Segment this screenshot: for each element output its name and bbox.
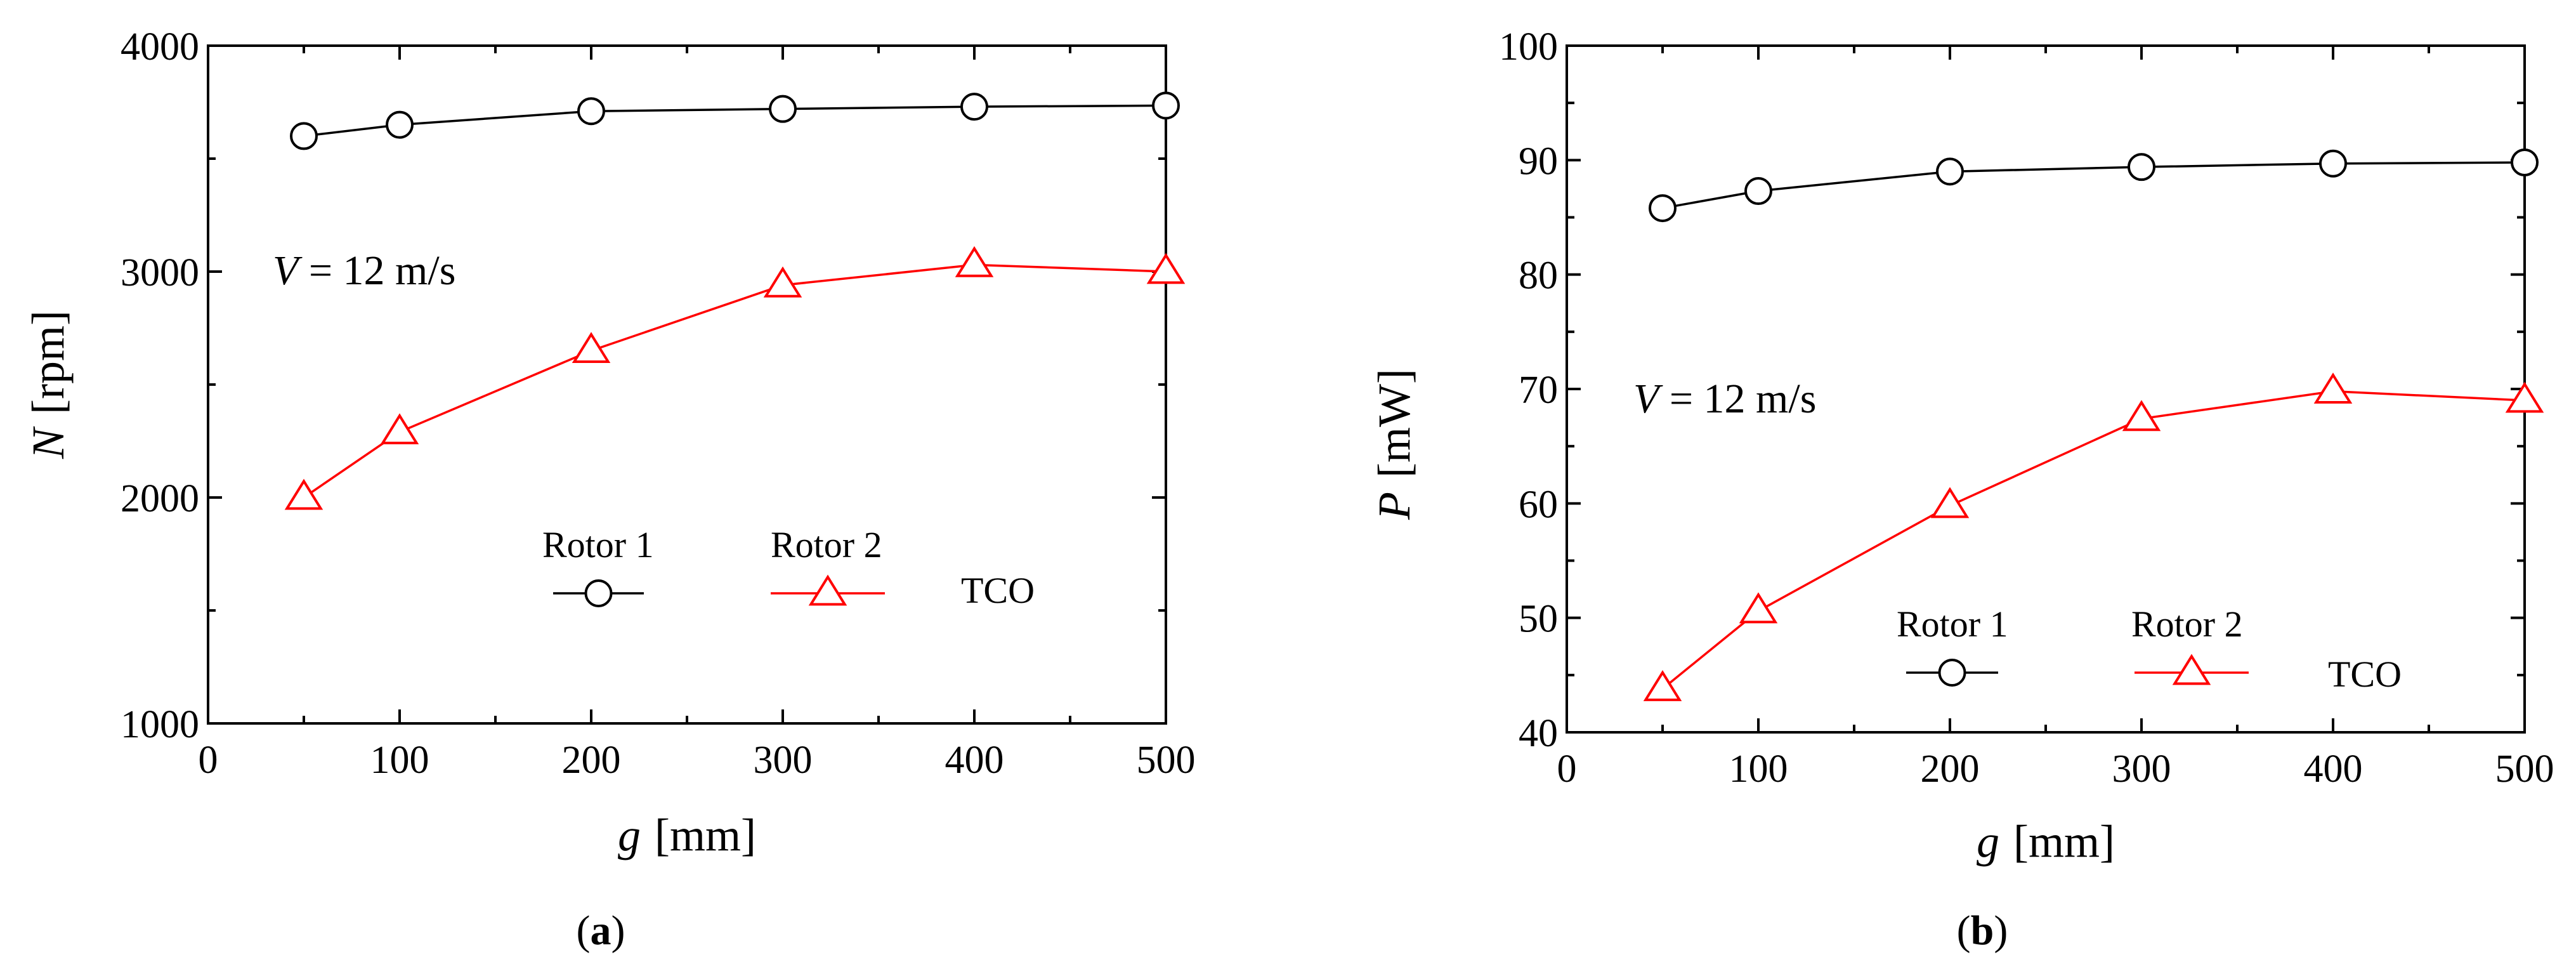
x-tick-label: 400 bbox=[2304, 748, 2363, 791]
plot-frame bbox=[207, 44, 1167, 725]
legend-title: TCO bbox=[2328, 654, 2402, 695]
data-point-circle bbox=[2511, 148, 2539, 176]
panel-b: 0 100 200 300 400 500 40 50 60 70 80 90 100 g [mm] P [mW… bbox=[1369, 25, 2554, 954]
data-point-triangle bbox=[572, 332, 611, 363]
data-point-triangle bbox=[955, 246, 994, 277]
x-axis-var: g bbox=[618, 810, 641, 860]
velocity-annotation: V = 12 m/s bbox=[1633, 376, 1816, 422]
legend-label-2: Rotor 2 bbox=[771, 524, 882, 565]
data-point-triangle bbox=[1930, 487, 1970, 518]
x-tick-label: 300 bbox=[2112, 748, 2171, 791]
panel-a: 0 100 200 300 400 500 1000 2000 3000 4000 g [mm] N [r… bbox=[23, 25, 1196, 954]
panel-caption-b: (b) bbox=[1957, 907, 2008, 954]
y-tick-label: 2000 bbox=[121, 477, 199, 520]
data-point-circle bbox=[960, 93, 988, 121]
series-line-rotor-1 bbox=[303, 104, 1167, 138]
data-point-circle bbox=[1936, 157, 1964, 186]
data-point-circle bbox=[290, 122, 318, 150]
legend-marker-triangle bbox=[808, 574, 847, 606]
data-point-circle bbox=[1744, 177, 1772, 206]
series-line-rotor-1 bbox=[1662, 161, 2525, 209]
annotation-text: = 12 m/s bbox=[298, 247, 455, 294]
annotation-text: = 12 m/s bbox=[1659, 376, 1816, 422]
y-axis-label: N [rpm] bbox=[23, 310, 74, 459]
y-tick-label: 40 bbox=[1519, 712, 1558, 755]
data-point-triangle bbox=[380, 413, 419, 445]
x-tick-label: 200 bbox=[562, 739, 621, 782]
data-point-circle bbox=[2319, 149, 2347, 178]
data-point-triangle bbox=[1643, 670, 1682, 701]
legend-label-1: Rotor 1 bbox=[542, 524, 654, 565]
x-tick-label: 100 bbox=[370, 739, 429, 782]
panel-caption-a: (a) bbox=[577, 907, 625, 954]
caption-open: ( bbox=[577, 907, 591, 954]
legend-marker-circle bbox=[584, 579, 613, 607]
data-point-circle bbox=[769, 95, 797, 123]
y-tick-label: 50 bbox=[1519, 598, 1558, 641]
caption-close: ) bbox=[1994, 907, 2008, 954]
data-point-triangle bbox=[1146, 253, 1186, 284]
caption-letter: b bbox=[1971, 907, 1994, 954]
legend-marker-circle bbox=[1938, 659, 1966, 687]
series-line-rotor-2 bbox=[303, 263, 1167, 499]
x-tick-label: 200 bbox=[1921, 748, 1980, 791]
legend-marker-triangle bbox=[2172, 654, 2211, 685]
y-tick-label: 3000 bbox=[121, 251, 199, 294]
y-tick-label: 60 bbox=[1519, 483, 1558, 526]
y-tick-label: 1000 bbox=[121, 703, 199, 746]
y-axis-var: P bbox=[1369, 492, 1420, 520]
annotation-var: V bbox=[273, 247, 303, 294]
y-tick-label: 80 bbox=[1519, 254, 1558, 298]
data-point-triangle bbox=[1739, 592, 1778, 624]
x-tick-label: 400 bbox=[945, 739, 1004, 782]
velocity-annotation: V = 12 m/s bbox=[273, 247, 455, 294]
data-point-circle bbox=[1152, 91, 1180, 120]
x-tick-label: 300 bbox=[754, 739, 813, 782]
y-tick-label: 4000 bbox=[121, 25, 199, 69]
data-point-triangle bbox=[2313, 372, 2353, 404]
annotation-var: V bbox=[1633, 376, 1663, 422]
caption-open: ( bbox=[1957, 907, 1971, 954]
y-tick-label: 100 bbox=[1499, 25, 1558, 69]
caption-close: ) bbox=[611, 907, 625, 954]
x-tick-label: 500 bbox=[1137, 739, 1196, 782]
series-line-rotor-2 bbox=[1661, 390, 2525, 690]
y-tick-label: 90 bbox=[1519, 140, 1558, 183]
legend-title: TCO bbox=[961, 570, 1035, 611]
y-axis-unit: [mW] bbox=[1369, 369, 1420, 478]
data-point-triangle bbox=[763, 266, 802, 298]
y-axis-var: N bbox=[23, 426, 74, 459]
x-tick-label: 0 bbox=[1557, 748, 1577, 791]
x-tick-label: 0 bbox=[199, 739, 218, 782]
data-point-triangle bbox=[2505, 381, 2544, 413]
x-axis-label: g [mm] bbox=[618, 810, 756, 860]
y-tick-label: 70 bbox=[1519, 369, 1558, 412]
data-point-circle bbox=[386, 110, 414, 139]
data-point-triangle bbox=[2122, 400, 2161, 432]
data-point-circle bbox=[2128, 153, 2155, 181]
data-point-circle bbox=[577, 97, 605, 126]
x-axis-var: g bbox=[1977, 816, 1999, 867]
legend-label-1: Rotor 1 bbox=[1897, 603, 2008, 645]
x-axis-label: g [mm] bbox=[1977, 816, 2115, 867]
x-tick-label: 500 bbox=[2495, 748, 2554, 791]
data-point-circle bbox=[1649, 194, 1677, 223]
caption-letter: a bbox=[591, 907, 611, 954]
x-axis-unit: [mm] bbox=[655, 810, 756, 860]
x-tick-label: 100 bbox=[1729, 748, 1788, 791]
legend-label-2: Rotor 2 bbox=[2131, 603, 2243, 645]
x-axis-unit: [mm] bbox=[2013, 816, 2115, 867]
data-point-triangle bbox=[284, 478, 324, 510]
y-axis-unit: [rpm] bbox=[23, 310, 74, 414]
y-axis-label: P [mW] bbox=[1369, 369, 1420, 520]
